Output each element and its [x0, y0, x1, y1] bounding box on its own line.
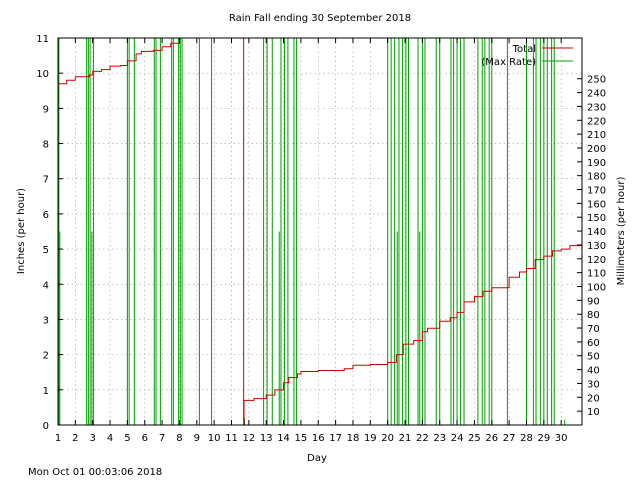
- y2-tick-label: 240: [587, 89, 606, 100]
- y2-tick-label: 220: [587, 116, 606, 127]
- x-tick-label: 13: [260, 433, 273, 444]
- y-tick-label: 8: [43, 140, 49, 151]
- y-tick-label: 2: [43, 351, 49, 362]
- x-tick-label: 11: [225, 433, 238, 444]
- x-tick-label: 19: [364, 433, 377, 444]
- x-tick-label: 9: [194, 433, 200, 444]
- chart-title: Rain Fall ending 30 September 2018: [229, 13, 411, 24]
- x-tick-label: 24: [451, 433, 464, 444]
- y-tick-label: 10: [36, 69, 49, 80]
- x-tick-label: 26: [485, 433, 498, 444]
- y-tick-label: 11: [36, 34, 49, 45]
- y2-tick-label: 50: [587, 352, 600, 363]
- max-rate-series: [58, 38, 566, 425]
- y2-tick-label: 30: [587, 379, 600, 390]
- y2-tick-label: 200: [587, 144, 606, 155]
- y2-tick-label: 80: [587, 310, 600, 321]
- x-tick-label: 22: [416, 433, 429, 444]
- x-tick-label: 14: [277, 433, 290, 444]
- x-tick-label: 5: [124, 433, 130, 444]
- y2-tick-label: 140: [587, 227, 606, 238]
- y-tick-label: 4: [43, 280, 49, 291]
- x-tick-label: 23: [433, 433, 446, 444]
- y-tick-label: 3: [43, 315, 49, 326]
- y2-tick-label: 40: [587, 366, 600, 377]
- y2-tick-label: 130: [587, 241, 606, 252]
- x-tick-label: 20: [381, 433, 394, 444]
- x-tick-label: 25: [468, 433, 481, 444]
- x-tick-label: 8: [176, 433, 182, 444]
- x-tick-label: 16: [312, 433, 325, 444]
- y-tick-label: 7: [43, 175, 49, 186]
- legend-max-rate-label: (Max Rate): [481, 57, 536, 68]
- x-tick-label: 21: [399, 433, 412, 444]
- legend-total-label: Total: [512, 44, 536, 55]
- total-series: [58, 37, 583, 426]
- x-tick-label: 2: [72, 433, 78, 444]
- axis-ticks: [57, 37, 582, 426]
- y2-tick-label: 250: [587, 75, 606, 86]
- y2-tick-label: 150: [587, 213, 606, 224]
- y2-tick-label: 20: [587, 393, 600, 404]
- y2-tick-label: 10: [587, 407, 600, 418]
- y-tick-label: 5: [43, 245, 49, 256]
- x-tick-label: 6: [142, 433, 148, 444]
- y2-tick-label: 60: [587, 338, 600, 349]
- y2-tick-label: 110: [587, 269, 606, 280]
- x-tick-label: 1: [55, 433, 61, 444]
- y2-tick-label: 180: [587, 172, 606, 183]
- x-tick-label: 4: [107, 433, 113, 444]
- y2-tick-label: 210: [587, 130, 606, 141]
- x-tick-label: 17: [329, 433, 342, 444]
- y2-tick-label: 160: [587, 199, 606, 210]
- timestamp: Mon Oct 01 00:03:06 2018: [28, 467, 162, 478]
- y2-tick-label: 190: [587, 158, 606, 169]
- x-axis-label: Day: [307, 453, 327, 464]
- y-tick-label: 0: [43, 421, 49, 432]
- x-tick-label: 28: [520, 433, 533, 444]
- y2-tick-label: 100: [587, 282, 606, 293]
- plot-frame: [57, 37, 583, 426]
- x-tick-label: 10: [208, 433, 221, 444]
- y-tick-label: 6: [43, 210, 49, 221]
- x-tick-label: 7: [159, 433, 165, 444]
- y-axis-left-label: Inches (per hour): [16, 188, 27, 274]
- x-tick-label: 12: [242, 433, 255, 444]
- x-tick-label: 27: [503, 433, 516, 444]
- x-tick-label: 29: [537, 433, 550, 444]
- x-tick-label: 30: [555, 433, 568, 444]
- y2-tick-label: 230: [587, 102, 606, 113]
- y-tick-label: 1: [43, 386, 49, 397]
- y2-tick-label: 120: [587, 255, 606, 266]
- x-tick-label: 18: [347, 433, 360, 444]
- y-axis-right-label: Millimeters (per hour): [616, 177, 627, 286]
- x-tick-label: 15: [295, 433, 308, 444]
- y2-tick-label: 70: [587, 324, 600, 335]
- y2-tick-label: 90: [587, 296, 600, 307]
- y2-tick-label: 170: [587, 186, 606, 197]
- legend: Total (Max Rate): [481, 44, 573, 68]
- x-tick-label: 3: [90, 433, 96, 444]
- grid-lines: [58, 38, 582, 425]
- y-tick-label: 9: [43, 104, 49, 115]
- total-line: [58, 37, 583, 426]
